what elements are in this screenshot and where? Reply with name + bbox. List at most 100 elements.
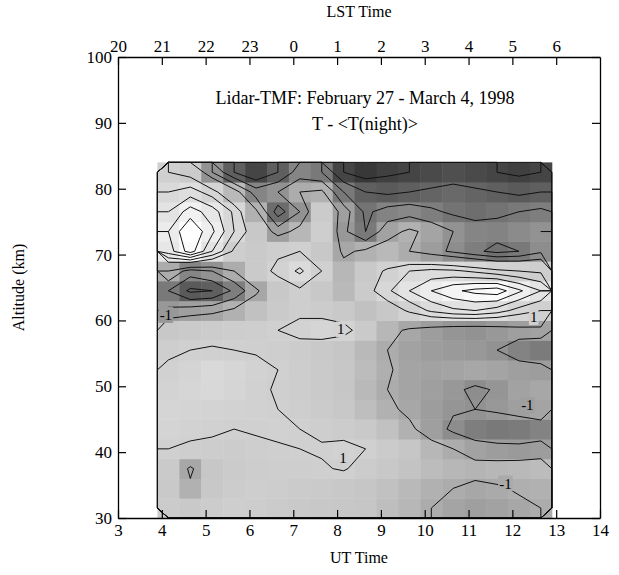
tick: 22 — [198, 37, 215, 65]
tick: 13 — [548, 510, 565, 540]
label-patch — [520, 397, 535, 413]
cell — [333, 222, 355, 242]
tick-label: 70 — [95, 246, 112, 265]
contour-line — [157, 162, 551, 518]
cell — [530, 459, 552, 479]
contour-line — [157, 162, 551, 518]
tick: 3 — [421, 37, 430, 65]
cell — [333, 340, 355, 360]
cell — [179, 399, 201, 419]
tick: 0 — [290, 37, 299, 65]
annotation-label: -1 — [499, 476, 512, 492]
tick-mark — [468, 57, 469, 65]
tick-label: 2 — [377, 37, 386, 56]
cell — [223, 360, 245, 380]
cell — [508, 320, 530, 340]
tick: 70 — [95, 246, 126, 265]
tick-mark — [293, 510, 294, 518]
cell — [179, 301, 201, 321]
tick-mark — [425, 57, 426, 65]
cell — [179, 439, 201, 459]
contour-line — [157, 187, 551, 314]
cell — [377, 320, 399, 340]
cell — [377, 301, 399, 321]
tick-label: 21 — [154, 37, 171, 56]
cell — [530, 202, 552, 222]
cell — [464, 340, 486, 360]
cell — [179, 162, 201, 182]
annotation: 1 — [336, 321, 346, 337]
cell — [333, 261, 355, 281]
cell — [245, 419, 267, 439]
tick: 5 — [202, 510, 211, 540]
cell — [420, 419, 442, 439]
tick-label: 5 — [202, 521, 211, 540]
annotations: -111-11-1 — [159, 307, 539, 492]
tick — [592, 386, 600, 387]
contours — [157, 162, 551, 518]
cell — [245, 301, 267, 321]
tick-mark — [249, 57, 250, 65]
cell — [355, 222, 377, 242]
cell — [442, 399, 464, 419]
cell — [530, 419, 552, 439]
tick: 21 — [154, 37, 171, 65]
cell — [398, 478, 420, 498]
cell — [420, 340, 442, 360]
cell — [333, 281, 355, 301]
cell — [223, 498, 245, 518]
cell — [223, 439, 245, 459]
cell — [245, 380, 267, 400]
cell — [355, 241, 377, 261]
cell — [157, 320, 179, 340]
label-patch — [159, 307, 174, 323]
cell — [201, 459, 223, 479]
tick-label: 12 — [504, 521, 521, 540]
cell — [442, 162, 464, 182]
tick: 1 — [333, 37, 342, 65]
tick-label: 40 — [95, 443, 112, 462]
tick-label: 10 — [417, 521, 434, 540]
cell — [333, 399, 355, 419]
tick: 23 — [241, 37, 258, 65]
cell — [464, 419, 486, 439]
cell — [311, 459, 333, 479]
tick: 80 — [95, 180, 126, 199]
cell — [333, 241, 355, 261]
cell — [311, 340, 333, 360]
annotation-label: 1 — [530, 309, 538, 325]
y-axis-title: Altitude (km) — [10, 244, 28, 332]
cell — [179, 419, 201, 439]
contour-line — [157, 207, 522, 302]
cell — [289, 340, 311, 360]
axis-line — [118, 58, 119, 519]
cell — [267, 459, 289, 479]
cell — [355, 380, 377, 400]
cell — [355, 498, 377, 518]
cell — [245, 340, 267, 360]
cell — [377, 498, 399, 518]
cell — [398, 340, 420, 360]
cell — [289, 360, 311, 380]
tick-mark — [381, 57, 382, 65]
tick-mark — [118, 123, 126, 124]
cell — [245, 222, 267, 242]
cell — [377, 222, 399, 242]
label-patch — [498, 476, 512, 492]
contour-line — [157, 162, 551, 470]
tick-label: 90 — [95, 114, 112, 133]
cell — [267, 419, 289, 439]
cell — [179, 182, 201, 202]
cell — [311, 498, 333, 518]
tick: 11 — [461, 510, 477, 540]
cell — [157, 498, 179, 518]
cell — [333, 419, 355, 439]
cell — [201, 301, 223, 321]
cell — [245, 459, 267, 479]
tick-mark — [592, 386, 600, 387]
tick-label: 4 — [158, 521, 167, 540]
cell — [398, 459, 420, 479]
cell — [486, 360, 508, 380]
tick-label: 80 — [95, 180, 112, 199]
cell — [508, 222, 530, 242]
